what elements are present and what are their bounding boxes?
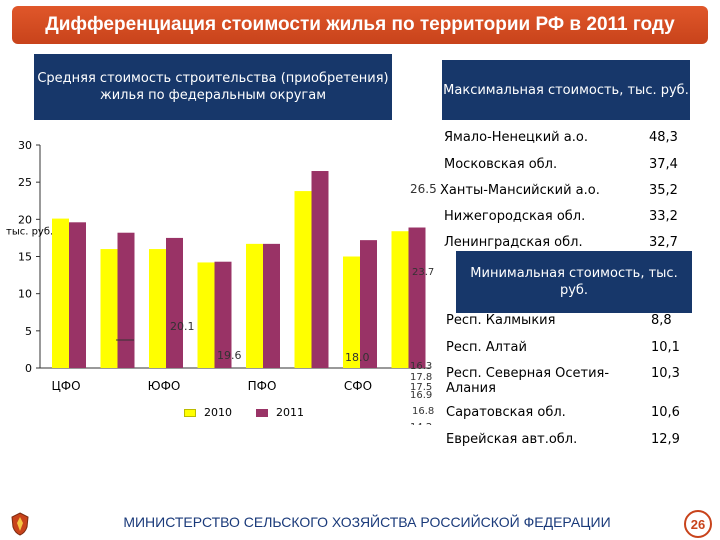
max-row-region: Ханты-Мансийский а.о.: [440, 183, 600, 198]
ministry-emblem-icon: [11, 512, 29, 536]
y-tick-label: 15: [18, 251, 32, 264]
bar-2010: [197, 262, 215, 368]
category-label: СФО: [344, 379, 372, 393]
category-label: ЦФО: [51, 379, 80, 393]
data-value-label: 17.8: [410, 372, 432, 383]
min-row-value: 10,1: [651, 340, 680, 355]
category-label: ПФО: [248, 379, 277, 393]
bar-2010: [246, 243, 263, 368]
bar-2011: [117, 232, 135, 368]
min-row-value: 10,6: [651, 405, 680, 420]
legend-2010: 2010: [184, 406, 232, 419]
y-tick-label: 5: [25, 325, 32, 338]
y-tick-label: 25: [18, 176, 32, 189]
bar-2011: [263, 243, 280, 368]
y-tick-label: 10: [18, 288, 32, 301]
legend-2011: 2011: [256, 406, 304, 419]
bar-2010: [149, 249, 166, 368]
data-value-label: 26.5: [410, 182, 437, 196]
bar-2010: [100, 249, 118, 368]
data-value-label: 18.0: [345, 351, 370, 364]
bar-2010: [52, 218, 69, 368]
y-tick-label: 30: [18, 139, 32, 152]
min-row-region: Саратовская обл.: [446, 405, 566, 420]
min-row-value: 8,8: [651, 313, 672, 328]
bar-2011: [311, 171, 329, 368]
y-tick-label: 0: [25, 362, 32, 375]
bar-2011: [166, 237, 183, 368]
min-row-region: Респ. Алтай: [446, 340, 527, 355]
min-cost-header: Минимальная стоимость, тыс. руб.: [456, 251, 692, 313]
data-value-label: 14.2: [410, 422, 432, 425]
legend-label-2011: 2011: [276, 406, 304, 419]
legend-swatch-2011: [256, 408, 268, 417]
y-tick-label: 20: [18, 213, 32, 226]
legend-label-2010: 2010: [204, 406, 232, 419]
page-number: 26: [684, 510, 712, 538]
footer-ministry-name: МИНИСТЕРСТВО СЕЛЬСКОГО ХОЗЯЙСТВА РОССИЙС…: [123, 514, 611, 530]
chart-title-box: Средняя стоимость строительства (приобре…: [34, 54, 392, 120]
bar-2010: [294, 191, 312, 368]
bar-2011: [408, 227, 426, 368]
bar-2011: [214, 261, 232, 368]
bar-2010: [343, 256, 360, 368]
bar-2011: [360, 240, 377, 368]
min-row-value: 12,9: [651, 432, 680, 447]
category-label: ЮФО: [148, 379, 181, 393]
max-row-region: Нижегородская обл.: [444, 209, 586, 224]
cost-bar-chart: 0 5 10 15 20 25 30 тыс. руб. ЦФО ЮФО ПФО СФО 26.5 23.…: [6, 139, 437, 425]
max-row-value: 33,2: [649, 209, 678, 224]
data-value-label: 16.3: [410, 361, 432, 372]
max-row-value: 48,3: [649, 130, 678, 145]
max-row-value: 37,4: [649, 157, 678, 172]
max-row-value: 32,7: [649, 235, 678, 250]
max-row-region: Ленинградская обл.: [444, 235, 583, 250]
max-row-value: 35,2: [649, 183, 678, 198]
bar-2011: [69, 222, 86, 368]
data-value-label: 19.6: [217, 349, 242, 362]
data-value-label: 17.5: [410, 382, 432, 393]
min-row-region: Еврейская авт.обл.: [446, 432, 578, 447]
legend-swatch-2010: [184, 408, 196, 417]
min-row-region: Респ. Калмыкия: [446, 313, 556, 328]
min-row-value: 10,3: [651, 366, 680, 381]
min-row-region: Респ. Северная Осетия-Алания: [446, 366, 610, 396]
y-axis-label: тыс. руб.: [6, 226, 53, 237]
max-cost-header: Максимальная стоимость, тыс. руб.: [442, 60, 690, 120]
data-value-label: 16.8: [412, 406, 434, 417]
bar-2010: [391, 231, 409, 368]
data-value-label: 23.7: [412, 267, 434, 278]
slide-title: Дифференциация стоимости жилья по террит…: [12, 6, 708, 44]
max-row-region: Московская обл.: [444, 157, 558, 172]
data-value-label: 16.9: [410, 390, 432, 401]
max-row-region: Ямало-Ненецкий а.о.: [444, 130, 588, 145]
data-value-label: 20.1: [170, 320, 195, 333]
